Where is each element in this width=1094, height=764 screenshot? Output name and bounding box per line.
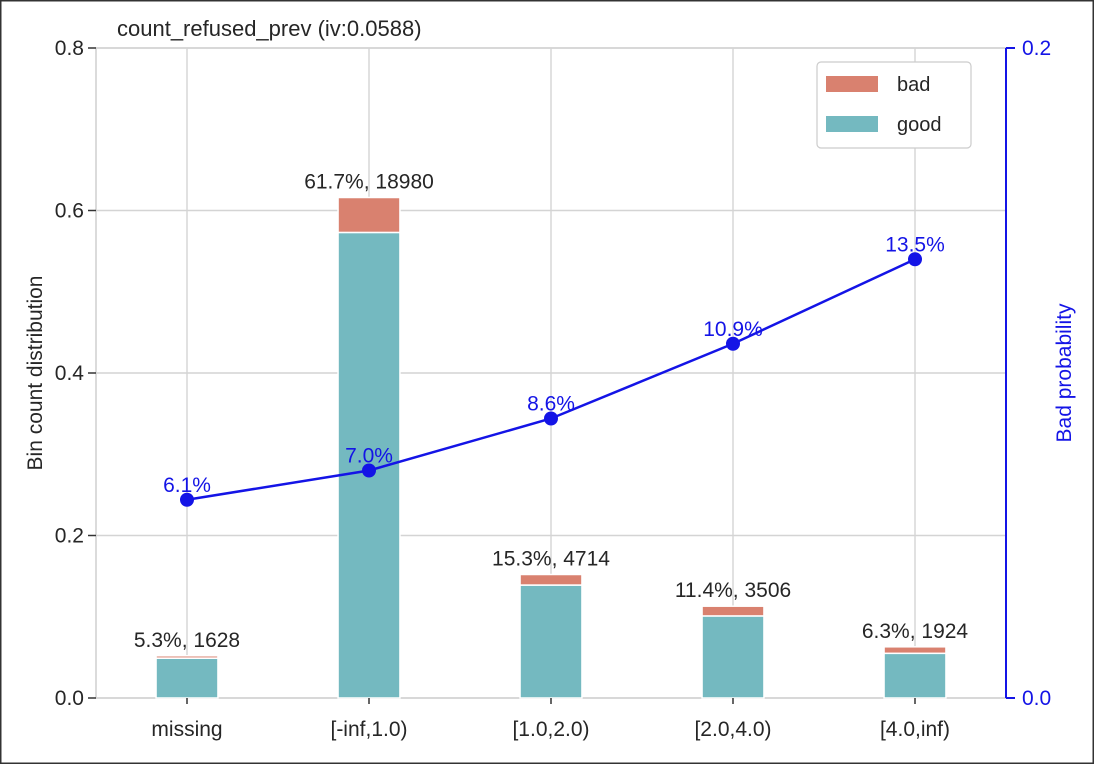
bar-bad (701, 605, 765, 617)
legend-label-bad: bad (897, 74, 930, 96)
y-axis-label: Bin count distribution (24, 276, 47, 471)
line-layer: 6.1% 7.0% 8.6% 10.9% 13.5% (163, 233, 945, 507)
legend-swatch-good (826, 116, 878, 132)
x-tick-label: [-inf,1.0) (330, 718, 407, 741)
y-tick-label: 0.4 (55, 362, 85, 385)
bar-good (155, 657, 219, 699)
y-tick-label: 0.6 (55, 200, 84, 223)
bad-rate-point (544, 411, 558, 426)
bad-rate-label: 6.1% (163, 474, 211, 497)
bar-data-label: 11.4%, 3506 (675, 579, 791, 602)
legend-label-good: good (897, 114, 942, 136)
legend: bad good (816, 61, 972, 149)
bad-rate-label: 10.9% (703, 318, 763, 341)
bad-rate-point (726, 336, 740, 351)
bad-rate-point (908, 252, 922, 267)
bar-bad (155, 655, 219, 659)
x-tick-label: [4.0,inf) (880, 718, 950, 741)
legend-box (816, 61, 972, 149)
chart-title: count_refused_prev (iv:0.0588) (117, 16, 422, 41)
x-tick-label: missing (151, 718, 222, 741)
bar-data-label: 5.3%, 1628 (134, 629, 240, 652)
bad-rate-point (362, 463, 376, 478)
axis-layer: 0.0 0.2 0.4 0.6 0.8 missing [-inf,1.0) [1.0,2.0… (55, 37, 1051, 741)
y-tick-label: 0.8 (55, 37, 84, 60)
bar-good (701, 615, 765, 699)
bad-rate-point (180, 492, 194, 507)
x-tick-label: [2.0,4.0) (694, 718, 771, 741)
bad-rate-label: 8.6% (527, 393, 575, 416)
y-tick-label: 0.0 (55, 687, 84, 710)
bar-bad (883, 646, 947, 655)
bar-bad (519, 573, 583, 586)
bad-rate-label: 7.0% (345, 445, 393, 468)
label-layer: 5.3%, 1628 61.7%, 18980 15.3%, 4714 11.4%, … (134, 171, 969, 652)
legend-swatch-bad (826, 76, 878, 92)
bar-data-label: 61.7%, 18980 (304, 171, 434, 194)
bar-good (519, 584, 583, 699)
y-right-tick-label: 0.2 (1022, 37, 1051, 60)
bar-data-label: 15.3%, 4714 (492, 548, 610, 571)
bar-bad (337, 196, 401, 234)
bar-data-label: 6.3%, 1924 (862, 620, 969, 643)
bar-good (883, 652, 947, 699)
y-axis-right-label: Bad probability (1053, 303, 1076, 442)
bad-rate-label: 13.5% (885, 233, 945, 256)
x-tick-label: [1.0,2.0) (512, 718, 589, 741)
y-right-tick-label: 0.0 (1022, 687, 1051, 710)
y-tick-label: 0.2 (55, 525, 84, 548)
